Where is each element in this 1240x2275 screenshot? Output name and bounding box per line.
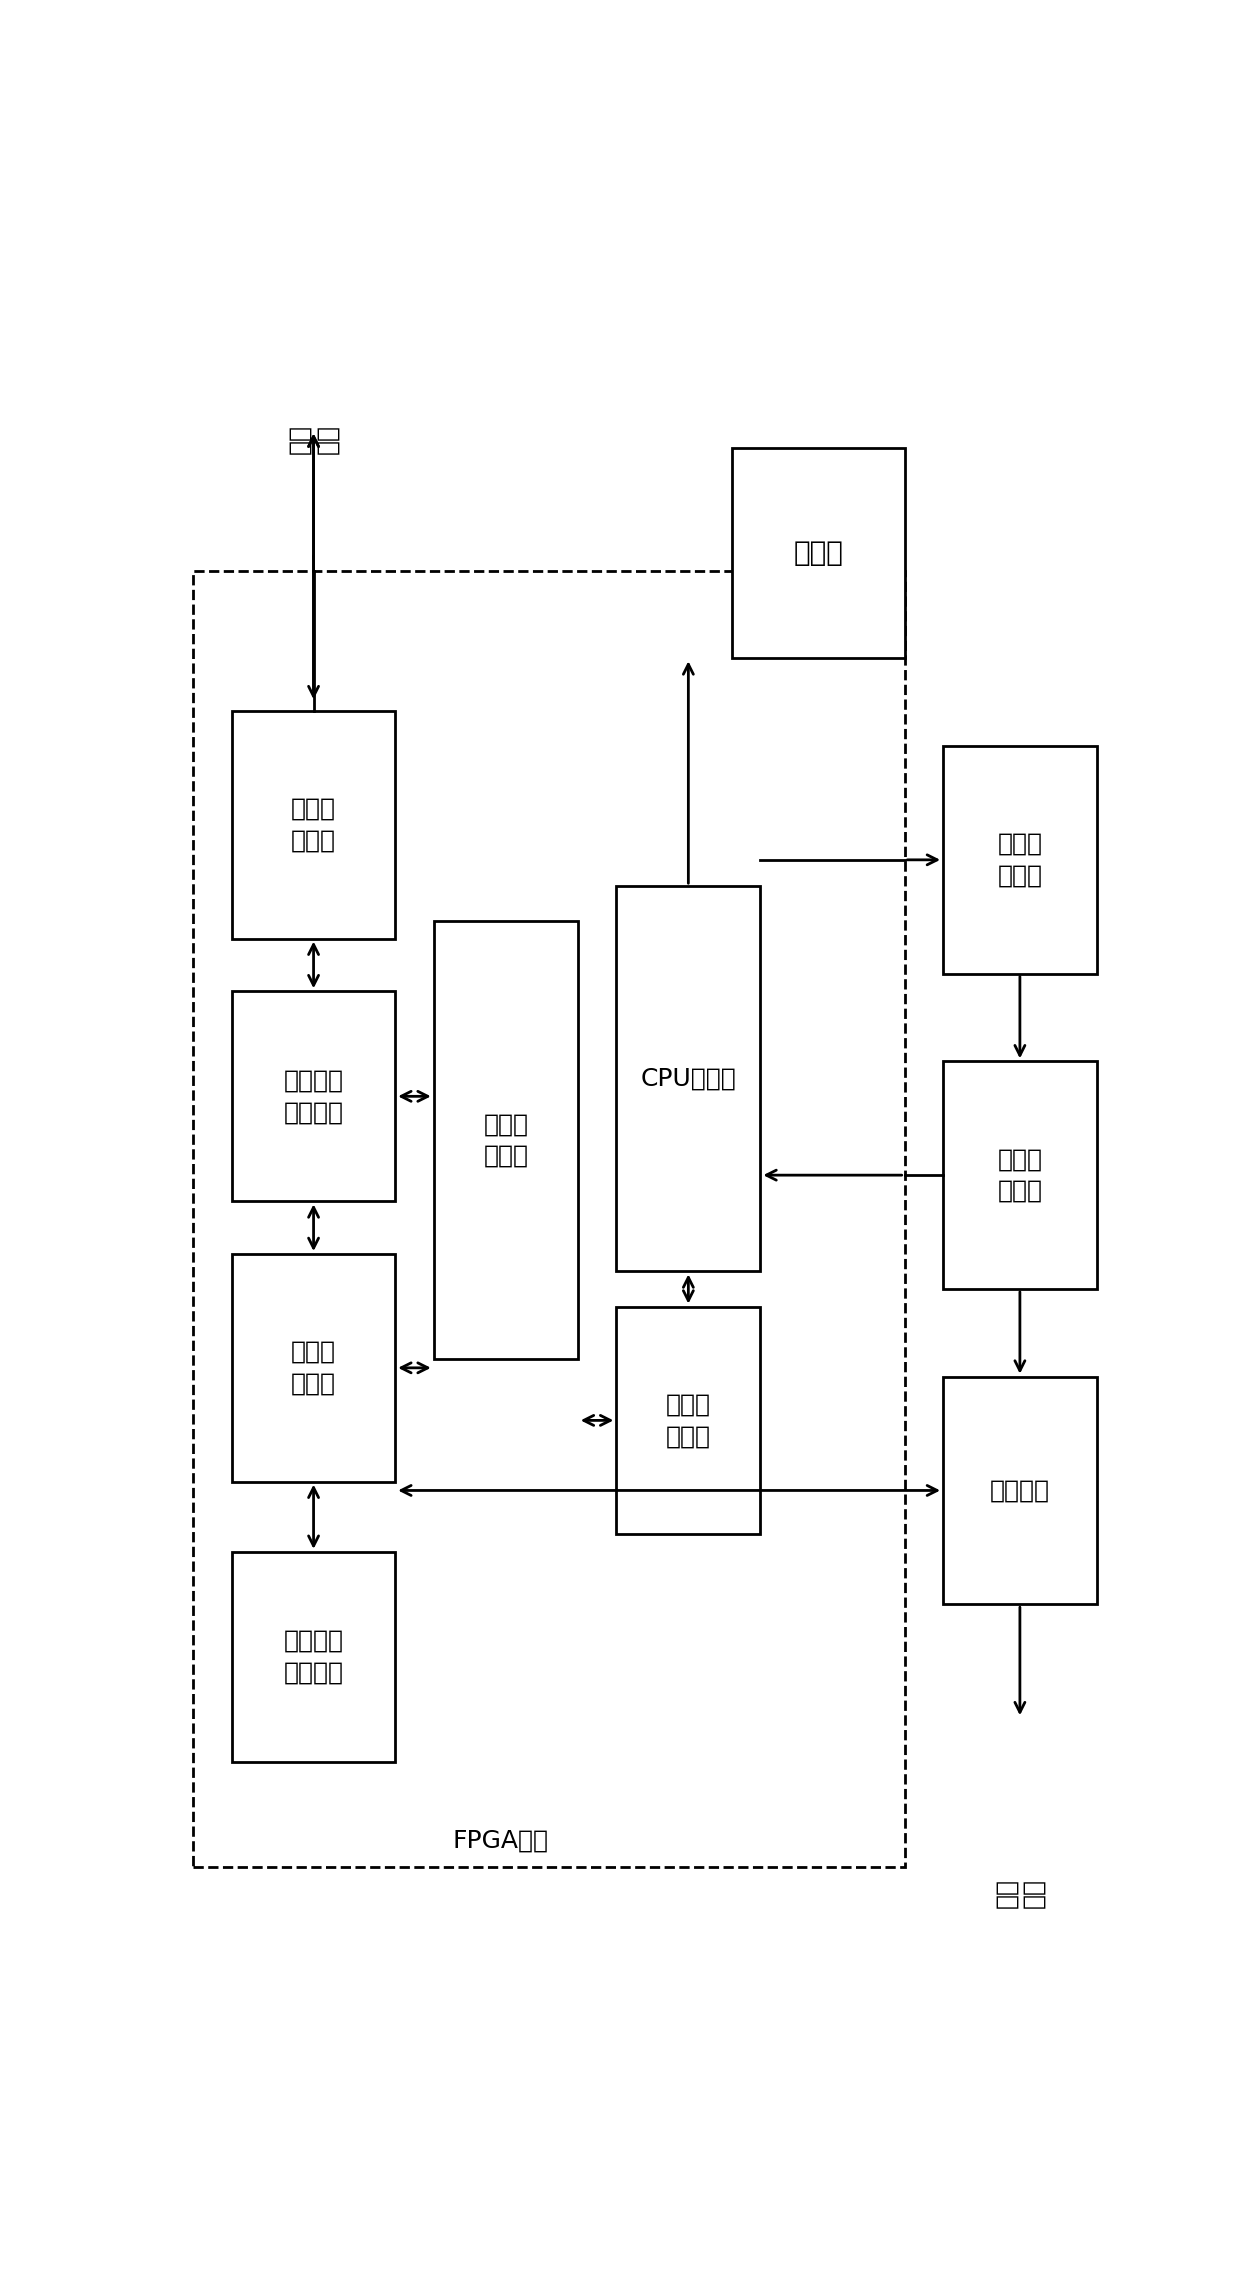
Text: 时钟管
理模块: 时钟管 理模块 <box>997 1147 1043 1203</box>
Text: FPGA器件: FPGA器件 <box>453 1829 549 1852</box>
Bar <box>616 885 760 1272</box>
Text: 上位机: 上位机 <box>794 539 843 566</box>
Text: 中频
信号: 中频 信号 <box>994 1879 1045 1909</box>
Text: 系统控
制模块: 系统控 制模块 <box>666 1392 711 1449</box>
Text: 电源管
理模块: 电源管 理模块 <box>997 833 1043 887</box>
Text: CPU子系统: CPU子系统 <box>641 1067 737 1090</box>
Bar <box>942 1376 1096 1604</box>
Bar <box>732 448 905 657</box>
Bar <box>616 1306 760 1533</box>
Bar <box>232 710 396 940</box>
Text: 转换模块: 转换模块 <box>990 1479 1050 1502</box>
Text: 数字变
频模块: 数字变 频模块 <box>291 1340 336 1395</box>
Text: 参数存
储模块: 参数存 储模块 <box>484 1112 528 1167</box>
Text: 基带
信号: 基带 信号 <box>288 425 340 455</box>
Bar <box>232 1254 396 1481</box>
Text: 第一数据
缓存模块: 第一数据 缓存模块 <box>284 1069 343 1124</box>
Text: 第二数据
缓存模块: 第二数据 缓存模块 <box>284 1629 343 1686</box>
Bar <box>434 921 578 1358</box>
Bar <box>942 746 1096 974</box>
Bar <box>193 571 904 1868</box>
Bar <box>232 1552 396 1761</box>
Text: 协议解
析模块: 协议解 析模块 <box>291 796 336 853</box>
Bar <box>232 992 396 1201</box>
Bar <box>942 1060 1096 1290</box>
